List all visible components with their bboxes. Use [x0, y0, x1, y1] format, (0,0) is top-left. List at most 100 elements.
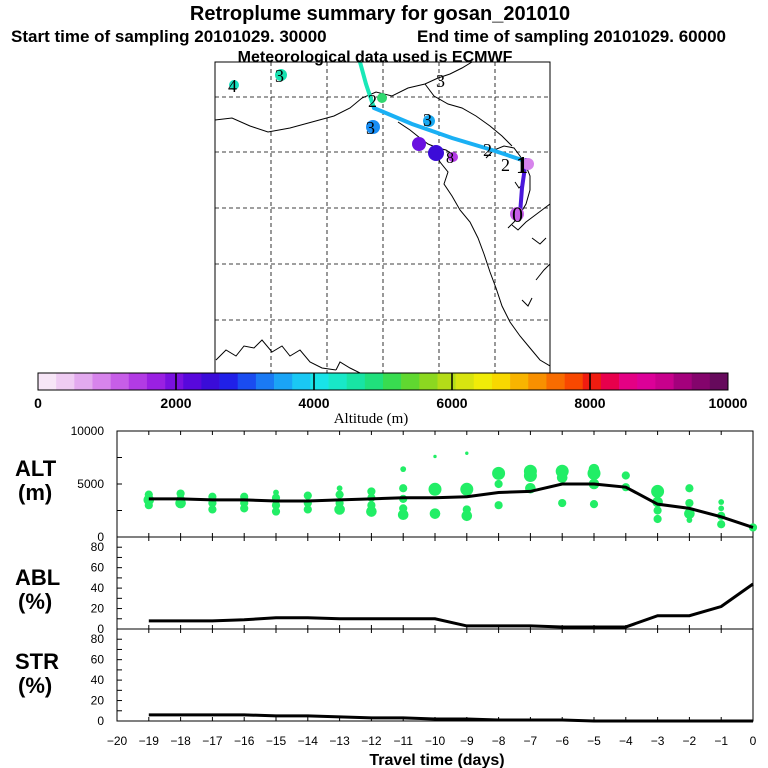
abl-ytick-labels: 0 20 40 60 80 — [91, 540, 105, 636]
colorbar-swatch — [364, 373, 384, 390]
x-axis-title: Travel time (days) — [369, 752, 504, 768]
abl-ytick: 40 — [91, 581, 105, 595]
altitude-colorbar — [37, 372, 729, 391]
alt-point — [303, 505, 312, 514]
colorbar-swatch — [255, 373, 275, 390]
alt-point — [366, 506, 377, 517]
str-axis-ticks — [116, 628, 754, 722]
start-time-text: Start time of sampling 20101029. 30000 — [11, 27, 327, 46]
x-tick-label: −15 — [266, 734, 287, 748]
figure-title: Retroplume summary for gosan_201010 — [190, 3, 570, 25]
x-tick-label: 0 — [750, 734, 757, 748]
plume-cluster-marker — [428, 145, 444, 161]
colorbar-swatch — [637, 373, 656, 390]
map-label: 0 — [512, 202, 523, 227]
colorbar-tick: 8000 — [574, 395, 605, 411]
plume-cluster-marker — [423, 115, 435, 127]
x-tick-label: −4 — [619, 734, 633, 748]
x-tick-label: −8 — [492, 734, 506, 748]
x-tick-label: −10 — [425, 734, 446, 748]
colorbar-swatch — [473, 373, 493, 390]
alt-point — [651, 484, 665, 498]
alt-mean-line — [148, 482, 754, 529]
colorbar-tick: 6000 — [436, 395, 467, 411]
x-tick-label: −6 — [555, 734, 569, 748]
map-label: 3 — [366, 118, 375, 138]
str-panel: STR (%) 0 20 40 60 80 — [15, 628, 754, 728]
end-time-text: End time of sampling 20101029. 60000 — [417, 27, 726, 46]
str-ytick: 0 — [97, 714, 104, 728]
plume-cluster-marker — [522, 158, 534, 170]
plume-cluster-marker — [412, 137, 426, 151]
alt-point — [433, 454, 437, 459]
colorbar-swatch — [92, 373, 111, 390]
map-label: 2 — [483, 140, 492, 160]
trajectory-final — [518, 158, 528, 216]
abl-ytick: 60 — [91, 561, 105, 575]
colorbar-tick-labels: 0 2000 4000 6000 8000 10000 — [34, 373, 748, 411]
colorbar-swatch — [419, 373, 438, 390]
alt-scatter — [143, 451, 758, 532]
map-label: 2 — [368, 91, 377, 111]
colorbar-swatch — [655, 373, 674, 390]
colorbar-swatch — [110, 373, 130, 390]
alt-point — [465, 451, 469, 455]
abl-ytick: 20 — [91, 602, 105, 616]
abl-label: ABL — [15, 565, 60, 590]
x-tick-label: −20 — [107, 734, 128, 748]
colorbar-tick: 0 — [34, 395, 42, 411]
colorbar-swatch — [165, 373, 184, 390]
alt-point — [494, 479, 503, 489]
colorbar-swatch — [437, 373, 456, 390]
x-tick-label: −3 — [651, 734, 665, 748]
alt-point — [494, 501, 503, 510]
plume-cluster-marker — [275, 69, 287, 81]
plume-cluster-marker — [366, 120, 380, 134]
alt-point — [589, 500, 599, 509]
colorbar-swatch — [383, 373, 402, 390]
plume-cluster-marker — [448, 152, 458, 162]
map-panel: 4 3 3 2 3 3 2 8 2 1 0 — [214, 61, 551, 374]
colorbar-swatch — [237, 373, 257, 390]
colorbar-swatch — [292, 373, 311, 390]
alt-point — [492, 466, 506, 480]
map-label: 3 — [275, 66, 284, 86]
colorbar-swatch — [619, 373, 638, 390]
colorbar-swatch — [183, 373, 202, 390]
x-tick-label: −16 — [234, 734, 255, 748]
map-label: 2 — [501, 155, 510, 175]
colorbar-swatch — [219, 373, 239, 390]
colorbar-swatch — [510, 373, 529, 390]
map-graticule — [215, 62, 550, 373]
alt-point — [428, 482, 442, 496]
trajectory-north — [358, 62, 376, 110]
str-ytick: 80 — [91, 632, 105, 646]
str-ytick: 20 — [91, 694, 105, 708]
alt-point — [523, 464, 537, 478]
alt-point — [334, 504, 345, 515]
alt-panel: ALT (m) 0 5000 10000 — [15, 424, 758, 544]
alt-point — [429, 508, 441, 519]
alt-point — [397, 509, 409, 521]
alt-point — [718, 499, 725, 505]
map-coastlines — [215, 62, 550, 373]
x-tick-label: −5 — [587, 734, 601, 748]
abl-panel: ABL (%) 0 20 40 60 80 — [15, 536, 754, 636]
x-tick-labels: −20 −19 −18 −17 −16 −15 −14 −13 −12 −11 −10 −9 −8 −7−… — [107, 734, 757, 748]
colorbar-tick: 2000 — [160, 395, 191, 411]
x-tick-label: −11 — [393, 734, 413, 748]
alt-ytick: 10000 — [71, 424, 105, 438]
map-frame — [214, 61, 551, 374]
alt-point — [303, 491, 312, 500]
abl-unit: (%) — [18, 589, 52, 614]
alt-point — [399, 484, 408, 493]
colorbar-swatch — [56, 373, 75, 390]
colorbar-swatch — [455, 373, 475, 390]
alt-point — [588, 463, 600, 475]
abl-ytick: 80 — [91, 540, 105, 554]
alt-ytick: 0 — [97, 530, 104, 544]
alt-ytick: 5000 — [77, 477, 104, 491]
colorbar-title: Altitude (m) — [334, 411, 409, 427]
alt-point — [461, 510, 473, 522]
